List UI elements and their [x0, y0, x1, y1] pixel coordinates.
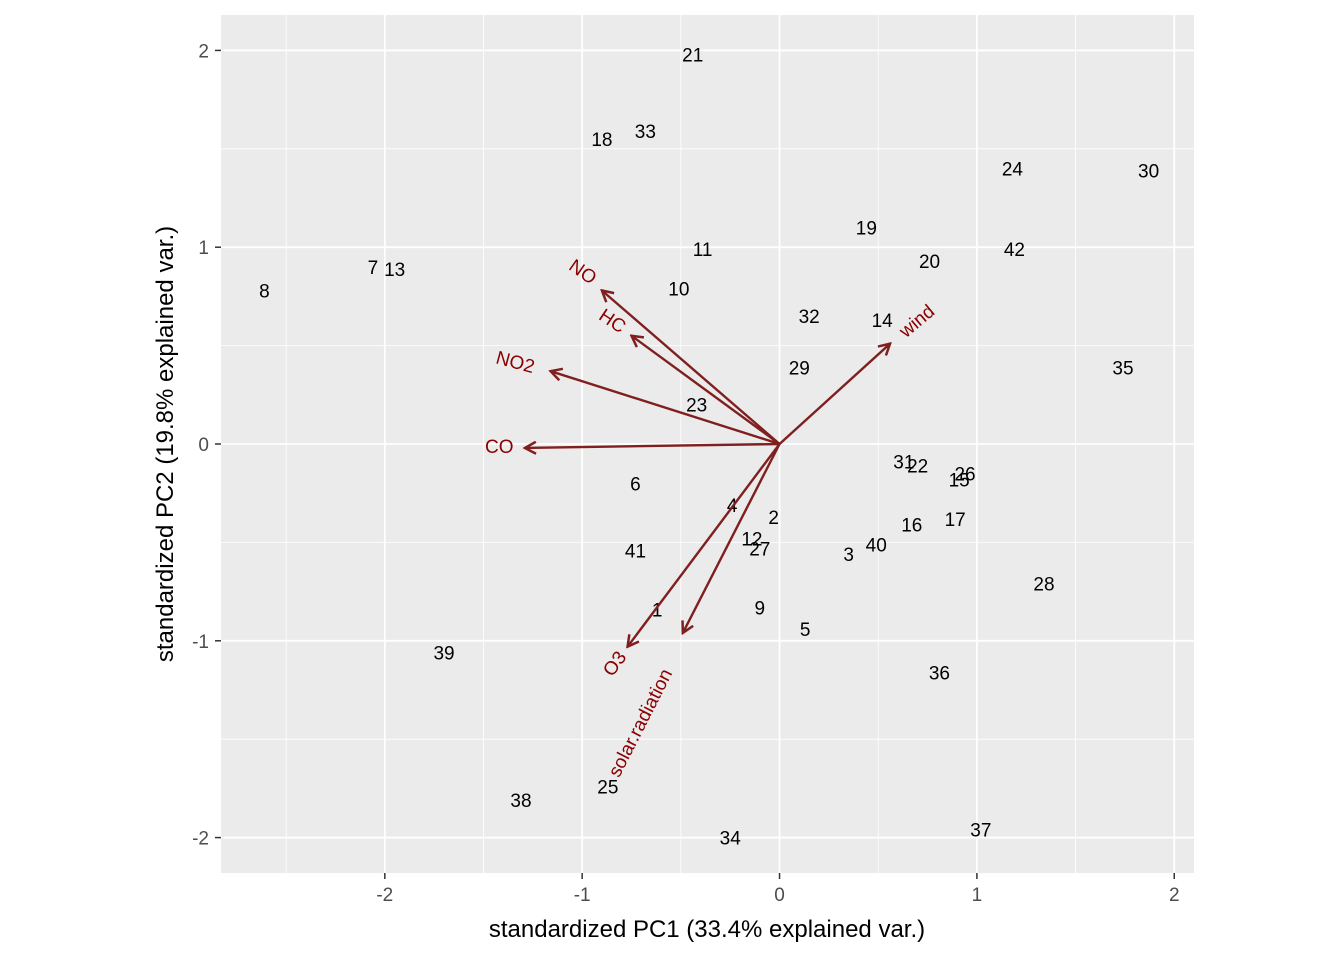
loading-arrow-wind [778, 344, 891, 445]
point-label-5: 5 [800, 620, 811, 641]
point-label-2: 2 [768, 508, 779, 529]
loading-arrow-NO2 [551, 371, 780, 446]
y-tick-label: 2 [198, 41, 209, 62]
point-label-42: 42 [1004, 240, 1025, 261]
y-tick-label: 0 [198, 435, 209, 456]
variable-label-CO: CO [485, 437, 514, 458]
point-label-17: 17 [945, 510, 966, 531]
point-label-8: 8 [259, 282, 270, 303]
point-label-33: 33 [635, 122, 656, 143]
loading-arrow-CO [525, 444, 780, 448]
x-tick-label: -1 [574, 885, 591, 906]
point-label-6: 6 [630, 474, 641, 495]
point-label-32: 32 [799, 307, 820, 328]
x-tick-label: -2 [376, 885, 393, 906]
loading-arrow-solar-radiation [683, 443, 781, 633]
point-label-39: 39 [433, 644, 454, 665]
loading-arrow-NO [602, 291, 781, 445]
point-label-25: 25 [597, 777, 618, 798]
x-axis-title: standardized PC1 (33.4% explained var.) [489, 916, 925, 943]
point-label-11: 11 [693, 240, 713, 261]
point-label-13: 13 [384, 260, 405, 281]
point-label-15: 15 [949, 470, 970, 491]
point-label-14: 14 [872, 311, 894, 332]
observation-labels: 1234567891011121314151617181920212223242… [259, 45, 1159, 849]
point-label-22: 22 [907, 457, 928, 478]
loading-arrows [525, 291, 890, 647]
loading-arrow-O3 [628, 443, 781, 647]
point-label-3: 3 [843, 545, 854, 566]
point-label-26: 26 [954, 465, 975, 486]
point-label-23: 23 [686, 396, 707, 417]
y-tick-label: -1 [192, 632, 209, 653]
point-label-30: 30 [1138, 161, 1159, 182]
y-tick-label: 1 [198, 238, 209, 259]
y-axis-title: standardized PC2 (19.8% explained var.) [152, 226, 179, 662]
point-label-20: 20 [919, 252, 940, 273]
point-label-40: 40 [866, 535, 887, 556]
point-label-18: 18 [591, 130, 612, 151]
point-label-19: 19 [856, 219, 877, 240]
y-axis: -2 -1 0 1 2 [192, 41, 221, 850]
point-label-27: 27 [749, 539, 770, 560]
point-label-9: 9 [755, 598, 766, 619]
point-label-35: 35 [1112, 358, 1133, 379]
x-tick-label: 2 [1169, 885, 1180, 906]
point-label-21: 21 [682, 45, 703, 66]
point-label-12: 12 [741, 529, 762, 550]
point-label-24: 24 [1002, 159, 1024, 180]
point-label-29: 29 [789, 358, 810, 379]
x-axis: -2 -1 0 1 2 [376, 873, 1180, 906]
loading-arrow-HC [632, 336, 781, 445]
point-label-38: 38 [510, 791, 531, 812]
y-tick-label: -2 [192, 829, 209, 850]
point-label-16: 16 [901, 516, 922, 537]
x-tick-label: 1 [972, 885, 983, 906]
point-label-36: 36 [929, 663, 950, 684]
point-label-34: 34 [720, 829, 742, 850]
x-tick-label: 0 [774, 885, 785, 906]
point-label-7: 7 [368, 258, 379, 279]
point-label-10: 10 [668, 280, 689, 301]
major-gridlines [221, 15, 1194, 873]
point-label-1: 1 [652, 600, 663, 621]
point-label-41: 41 [625, 541, 646, 562]
point-label-37: 37 [970, 821, 991, 842]
point-label-31: 31 [893, 453, 914, 474]
point-label-28: 28 [1033, 575, 1054, 596]
